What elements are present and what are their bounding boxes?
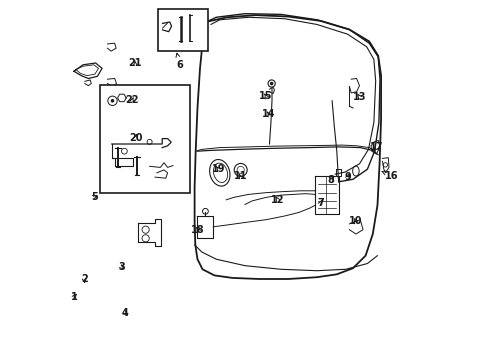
Text: 20: 20 bbox=[129, 132, 143, 143]
Circle shape bbox=[111, 99, 114, 103]
Text: 13: 13 bbox=[353, 92, 367, 102]
Text: 5: 5 bbox=[91, 192, 98, 202]
Text: 3: 3 bbox=[118, 262, 125, 272]
Text: 2: 2 bbox=[81, 274, 88, 284]
Text: 16: 16 bbox=[382, 171, 399, 181]
Text: 21: 21 bbox=[128, 58, 142, 68]
Text: 4: 4 bbox=[122, 308, 129, 318]
Text: 14: 14 bbox=[262, 109, 276, 120]
Text: 18: 18 bbox=[191, 225, 205, 235]
Text: 6: 6 bbox=[176, 53, 183, 70]
Text: 8: 8 bbox=[328, 175, 335, 185]
Ellipse shape bbox=[210, 159, 230, 186]
Text: 11: 11 bbox=[233, 171, 247, 181]
Text: 17: 17 bbox=[370, 142, 384, 152]
Text: 12: 12 bbox=[271, 195, 284, 205]
Text: 22: 22 bbox=[125, 95, 139, 105]
Text: 9: 9 bbox=[344, 172, 351, 182]
Text: 19: 19 bbox=[212, 164, 225, 174]
Ellipse shape bbox=[353, 166, 359, 176]
Text: 7: 7 bbox=[317, 198, 324, 208]
Bar bbox=[158, 9, 208, 51]
Circle shape bbox=[270, 82, 273, 85]
Text: 10: 10 bbox=[349, 216, 362, 226]
Ellipse shape bbox=[214, 163, 228, 183]
Text: 15: 15 bbox=[259, 91, 273, 102]
Bar bbox=[100, 85, 190, 193]
Text: 1: 1 bbox=[71, 292, 77, 302]
